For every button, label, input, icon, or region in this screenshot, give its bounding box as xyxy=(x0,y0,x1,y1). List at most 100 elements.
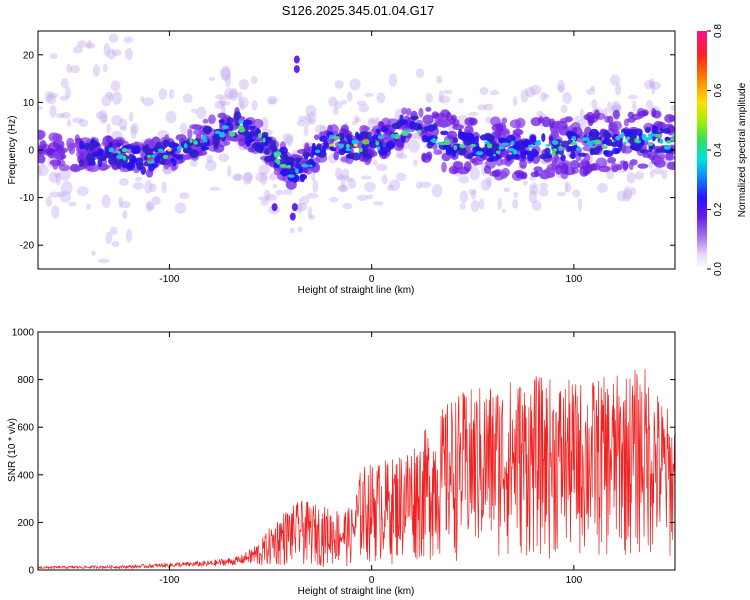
spectrogram-cell xyxy=(279,168,290,177)
spectrogram-cell xyxy=(103,42,111,57)
spectrogram-cell xyxy=(291,203,298,212)
spectrogram-cell xyxy=(572,136,577,142)
spectrogram-cell xyxy=(226,117,234,124)
spectrogram-cell xyxy=(530,171,540,178)
spectrogram-cell xyxy=(338,184,348,192)
spectrogram-cell xyxy=(366,194,374,200)
spectrogram-cell xyxy=(372,160,378,166)
spectrogram-cell xyxy=(372,201,384,206)
spectrogram-cell xyxy=(562,92,572,104)
spectrogram-cell xyxy=(78,159,84,167)
spectrogram-cell xyxy=(593,109,600,120)
spectrogram-cell xyxy=(620,132,625,138)
spectrogram-cell xyxy=(51,205,60,219)
spectrogram-cell xyxy=(565,130,575,137)
spectrogram-cell xyxy=(375,128,381,134)
spectrogram-cell xyxy=(116,154,124,160)
spectrogram-cell xyxy=(245,140,252,147)
spectrogram-cell xyxy=(264,148,270,155)
spectrogram-cell xyxy=(304,151,311,158)
spectrogram-cell xyxy=(105,231,113,245)
spectrogram-cell xyxy=(59,190,72,203)
spectrogram-cell xyxy=(522,180,528,186)
spectrogram-cell xyxy=(121,148,128,153)
spectrogram-cell xyxy=(384,146,391,153)
spectrogram-cell xyxy=(453,145,458,151)
spectrogram-cell xyxy=(501,167,510,177)
spectrogram-cell xyxy=(641,109,649,117)
spectrogram-cell xyxy=(255,172,267,183)
spectrogram-cell xyxy=(308,117,314,123)
spectrogram-cell xyxy=(438,90,444,103)
spectrogram-cell xyxy=(123,36,134,44)
spectrogram-cell xyxy=(286,164,291,169)
spectrogram-cell xyxy=(417,129,422,134)
spectrogram-cell xyxy=(49,191,60,198)
spectrogram-cell xyxy=(38,165,49,176)
spectrogram-cell xyxy=(140,166,147,175)
colorbar-ticks: 0.0 0.2 0.4 0.6 0.8 xyxy=(707,24,724,276)
spectrogram-cell xyxy=(459,144,466,149)
spectrogram-cell xyxy=(665,140,672,144)
spectrogram-cell xyxy=(79,140,85,150)
spectrogram-cell xyxy=(221,125,229,130)
spectrogram-cell xyxy=(238,138,245,147)
spectrogram-cell xyxy=(254,147,262,153)
spectrogram-cell xyxy=(628,161,634,171)
spectrogram-cell xyxy=(134,176,143,182)
spectrogram-cell xyxy=(366,153,372,160)
spectrogram-cell xyxy=(98,109,108,124)
spectrogram-cell xyxy=(142,97,154,107)
spectrogram-cell xyxy=(100,164,111,170)
spectrogram-cell xyxy=(598,165,611,173)
spectrogram-cell xyxy=(180,154,192,160)
spectrogram-cell xyxy=(492,169,501,178)
snr-series-line xyxy=(38,368,675,570)
spectrogram-cell xyxy=(298,115,308,122)
spectrogram-cell xyxy=(345,154,352,159)
spectrogram-cell xyxy=(423,125,431,132)
spectrogram-cell xyxy=(144,180,153,194)
spectrogram-cell xyxy=(38,164,42,178)
spectrogram-cell xyxy=(220,67,231,82)
spectrogram-cell xyxy=(312,179,319,193)
spectrogram-cell xyxy=(551,150,556,156)
spectrogram-cell xyxy=(489,89,499,96)
spectrogram-cell xyxy=(425,106,432,112)
spectrogram-cell xyxy=(101,94,112,107)
spectrogram-cell xyxy=(661,169,668,180)
snr-xlabel: Height of straight line (km) xyxy=(298,586,415,597)
spectrogram-cell xyxy=(145,200,154,212)
spectrogram-cell xyxy=(664,113,675,123)
spectrogram-cell xyxy=(530,117,542,127)
spectrogram-cell xyxy=(483,165,492,174)
spectrogram-cell xyxy=(395,153,408,159)
spectrogram-cell xyxy=(52,133,63,143)
spectrogram-cell xyxy=(603,149,609,155)
spectrogram-cell xyxy=(525,86,536,98)
spectrogram-cell xyxy=(605,141,615,147)
spectrogram-ytick-label: -10 xyxy=(20,193,35,204)
spectrogram-cell xyxy=(130,125,137,139)
spectrogram-cell xyxy=(38,105,44,111)
spectrogram-cell xyxy=(334,80,344,89)
spectrogram-cell xyxy=(87,164,100,173)
spectrogram-cell xyxy=(111,49,122,57)
spectrogram-cell xyxy=(450,116,456,126)
spectrogram-cell xyxy=(648,145,653,153)
colorbar-label: Normalized spectral amplitude xyxy=(737,82,748,217)
spectrogram-cell xyxy=(479,86,489,95)
spectrogram-cell xyxy=(591,99,598,109)
spectrogram-cell xyxy=(484,141,490,145)
spectrogram-cell xyxy=(410,115,419,121)
spectrogram-cell xyxy=(579,108,584,121)
spectrogram-cell xyxy=(590,147,600,155)
spectrogram-cell xyxy=(250,130,257,137)
spectrogram-cell xyxy=(388,73,398,87)
spectrogram-cell xyxy=(115,142,122,148)
spectrogram-cell xyxy=(413,159,418,167)
spectrogram-cell xyxy=(124,47,134,61)
spectrogram-cell xyxy=(268,98,277,105)
spectrogram-cell xyxy=(564,181,569,193)
